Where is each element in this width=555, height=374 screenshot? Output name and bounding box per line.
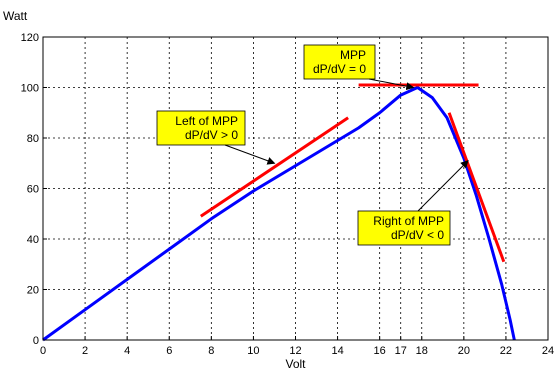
tangent-layer <box>199 83 506 263</box>
y-axis-label: Watt <box>3 9 28 23</box>
x-tick-label: 20 <box>458 345 470 357</box>
y-tick-label: 120 <box>21 32 39 44</box>
annotation-text: Right of MPP <box>373 214 444 228</box>
y-tick-label: 40 <box>27 234 39 246</box>
tangent-line <box>447 112 506 263</box>
x-axis-label: Volt <box>285 357 306 371</box>
x-tick-label: 12 <box>289 345 301 357</box>
annotation-box <box>357 210 451 246</box>
x-tick-label: 22 <box>500 345 512 357</box>
y-tick-label: 60 <box>27 184 39 196</box>
annotation-text: dP/dV > 0 <box>185 128 238 142</box>
x-tick-label: 8 <box>208 345 214 357</box>
annotation-arrow <box>368 78 415 91</box>
x-tick-label: 24 <box>542 345 554 357</box>
grid <box>42 36 549 341</box>
x-tick-label: 14 <box>331 345 343 357</box>
pv-power-curve <box>42 86 516 342</box>
x-tick-label: 4 <box>124 345 130 357</box>
x-tick-label: 2 <box>82 345 88 357</box>
annotation-text: dP/dV = 0 <box>313 62 366 76</box>
x-tick-label: 6 <box>166 345 172 357</box>
annotation-arrow <box>224 144 276 165</box>
x-tick-label: 10 <box>247 345 259 357</box>
tangent-line <box>199 116 349 218</box>
y-tick-label: 0 <box>33 335 39 347</box>
y-tick-label: 80 <box>27 133 39 145</box>
series-layer <box>42 86 516 342</box>
x-tick-label: 16 <box>374 345 386 357</box>
annotation-box <box>156 110 246 146</box>
annotation-text: dP/dV < 0 <box>391 228 444 242</box>
annotation-arrow <box>417 160 469 212</box>
y-tick-label: 20 <box>27 285 39 297</box>
x-tick-label: 18 <box>416 345 428 357</box>
x-tick-label: 17 <box>395 345 407 357</box>
annotation-text: MPP <box>340 48 366 62</box>
annotation-text: Left of MPP <box>175 114 238 128</box>
annotation-box <box>303 44 376 80</box>
x-tick-label: 0 <box>40 345 46 357</box>
y-tick-label: 100 <box>21 83 39 95</box>
